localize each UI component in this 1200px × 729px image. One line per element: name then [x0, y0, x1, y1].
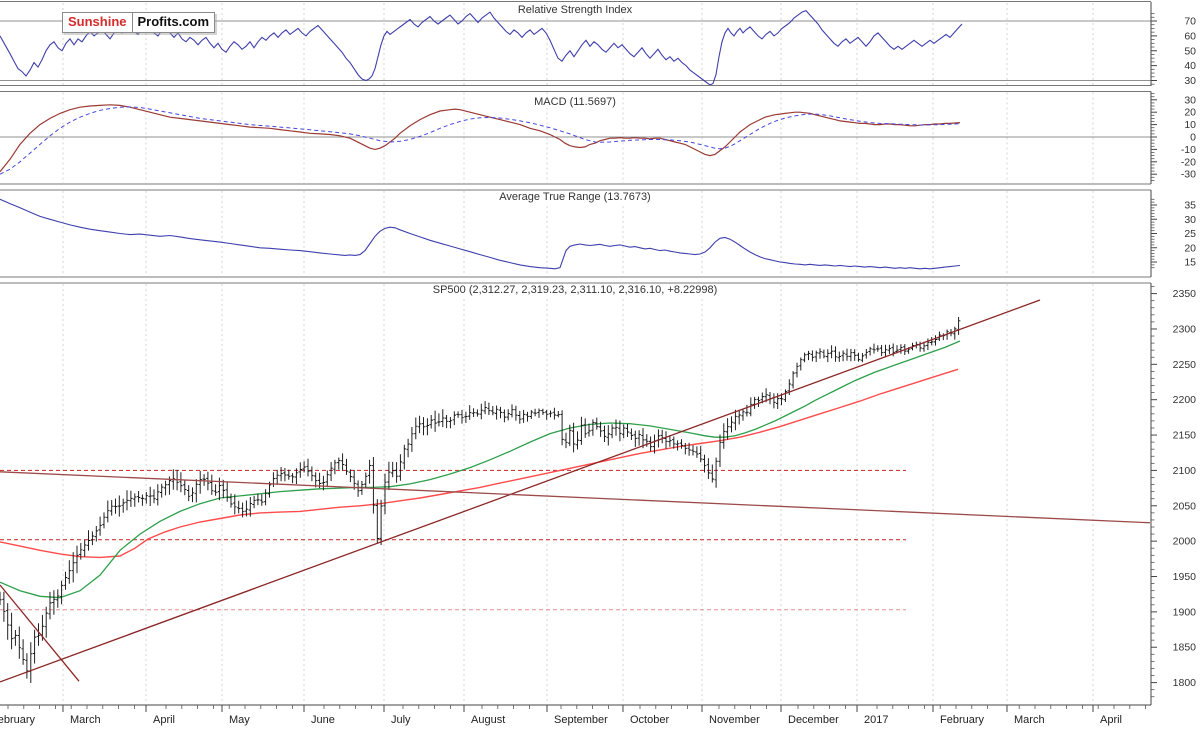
y-axis-label: -20	[1181, 156, 1196, 168]
month-label: December	[788, 714, 839, 726]
month-label: June	[311, 714, 335, 726]
trendline-long-decline	[0, 471, 1151, 524]
y-axis-label: 70	[1184, 16, 1196, 28]
y-axis-label: 0	[1190, 132, 1196, 144]
y-axis-label: 2250	[1173, 359, 1197, 371]
month-label: August	[471, 714, 505, 726]
y-axis-label: 35	[1184, 200, 1196, 212]
y-axis-label: 1950	[1173, 571, 1197, 583]
y-axis-label: 20	[1184, 242, 1196, 254]
y-axis-label: 2300	[1173, 323, 1197, 335]
logo-brand-text: Sunshine	[68, 14, 127, 29]
atr-line	[0, 198, 961, 270]
macd-line	[0, 104, 961, 173]
y-axis-label: 2150	[1173, 430, 1197, 442]
y-axis-label: 2350	[1173, 288, 1197, 300]
month-label: February	[0, 714, 36, 726]
y-axis-label: 50	[1184, 45, 1196, 57]
y-axis-label: 1850	[1173, 642, 1197, 654]
sp500-title: SP500 (2,312.27, 2,319.23, 2,311.10, 2,3…	[428, 284, 722, 296]
trendline-rising-support	[0, 299, 1041, 683]
ma-slow-line	[0, 368, 959, 559]
y-axis-label: -30	[1181, 169, 1196, 181]
month-label: October	[630, 714, 669, 726]
y-axis-label: 40	[1184, 60, 1196, 72]
logo-suffix-text: Profits.com	[131, 13, 215, 32]
month-label: March	[70, 714, 101, 726]
y-axis-label: 1900	[1173, 606, 1197, 618]
y-axis-label: 2100	[1173, 465, 1197, 477]
y-axis-label: 15	[1184, 257, 1196, 269]
y-axis-label: 60	[1184, 30, 1196, 42]
rsi-title: Relative Strength Index	[513, 4, 637, 16]
month-label: April	[153, 714, 175, 726]
month-label: 2017	[864, 714, 888, 726]
y-axis-label: 30	[1184, 94, 1196, 106]
y-axis-label: 30	[1184, 75, 1196, 87]
y-axis-label: 2000	[1173, 536, 1197, 548]
atr-title: Average True Range (13.7673)	[495, 191, 655, 203]
macd-title: MACD (11.5697)	[530, 96, 620, 108]
y-axis-label: 2200	[1173, 394, 1197, 406]
month-label: February	[940, 714, 985, 726]
macd-signal-line	[0, 106, 961, 175]
y-axis-label: 1800	[1173, 677, 1197, 689]
month-label: November	[709, 714, 760, 726]
price-bars	[0, 317, 961, 683]
y-axis-label: 20	[1184, 107, 1196, 119]
trendline-short-decline	[0, 584, 80, 682]
y-axis-label: 30	[1184, 214, 1196, 226]
y-axis-label: 2050	[1173, 500, 1197, 512]
month-label: July	[391, 714, 411, 726]
y-axis-label: 10	[1184, 119, 1196, 131]
y-axis-label: 25	[1184, 228, 1196, 240]
sunshine-profits-logo[interactable]: Sunshine Profits.com	[62, 12, 216, 33]
month-label: May	[229, 714, 250, 726]
month-label: September	[554, 714, 608, 726]
month-label: April	[1100, 714, 1122, 726]
month-label: March	[1014, 714, 1045, 726]
y-axis-label: -10	[1181, 144, 1196, 156]
ma-fast-line	[0, 340, 961, 599]
